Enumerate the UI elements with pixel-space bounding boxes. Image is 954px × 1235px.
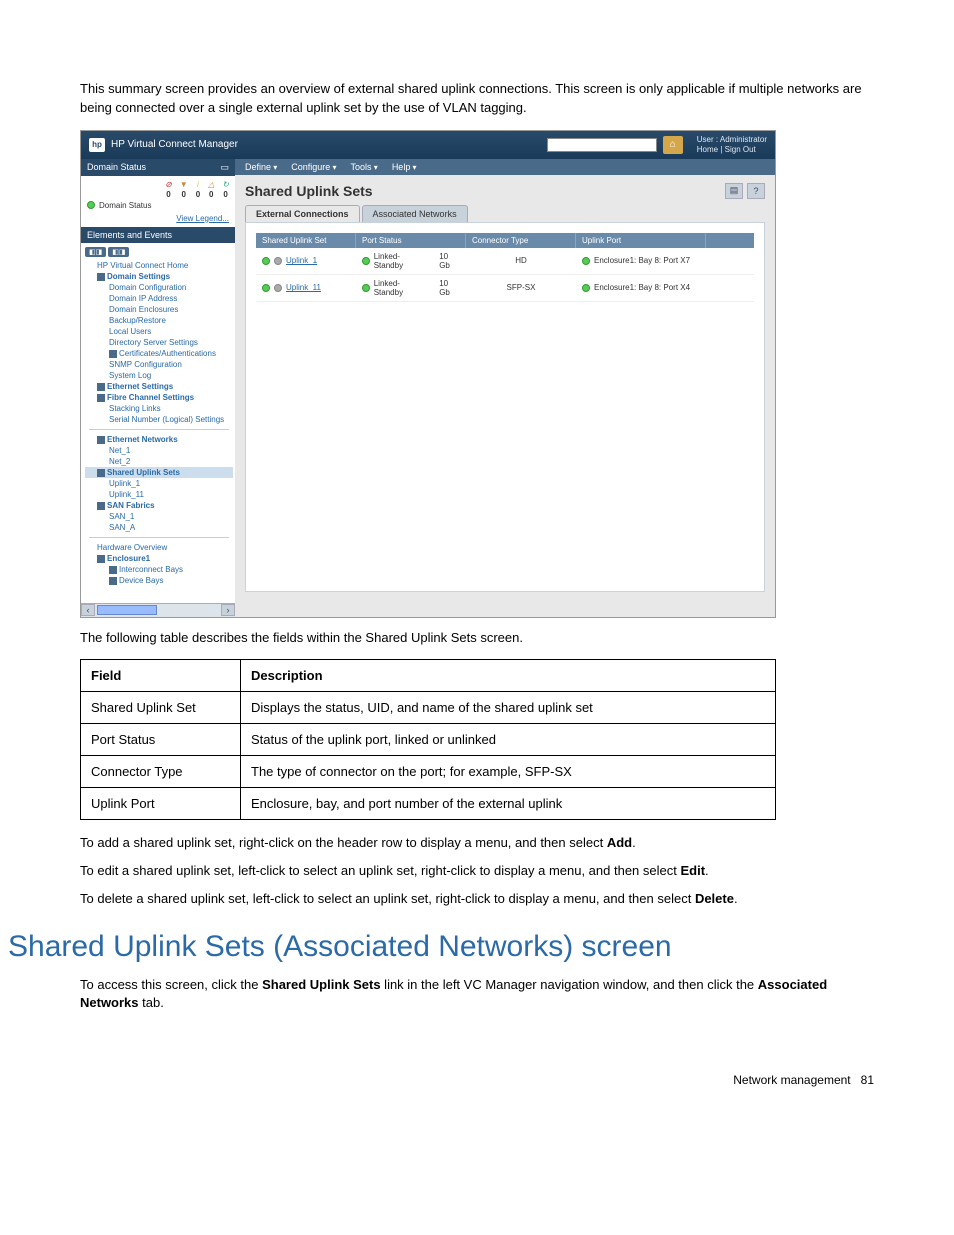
tree-item[interactable]: Net_2 [85,456,233,467]
status-ok-icon [362,284,370,292]
tree-eth-settings[interactable]: Ethernet Settings [85,381,233,392]
th-description: Description [241,659,776,691]
content-panel: Define Configure Tools Help Shared Uplin… [235,159,775,617]
tree-item[interactable]: SNMP Configuration [85,359,233,370]
collapse-icon[interactable]: ▭ [220,162,229,173]
domain-status-body: ⊘0 ▼0 i0 △0 ↻0 Domain Status [81,176,235,212]
scroll-right-icon[interactable]: › [221,604,235,616]
home-icon[interactable]: ⌂ [663,136,683,154]
tree-hw-overview[interactable]: Hardware Overview [85,542,233,553]
help-icon[interactable]: ? [747,183,765,199]
tree-item[interactable]: Uplink_1 [85,478,233,489]
intro-paragraph: This summary screen provides an overview… [80,80,874,118]
menu-help[interactable]: Help [392,162,417,172]
content-title: Shared Uplink Sets [245,183,373,199]
horizontal-scrollbar[interactable]: ‹ › [81,603,235,617]
left-panel: Domain Status▭ ⊘0 ▼0 i0 △0 ↻0 Domain Sta… [81,159,235,617]
print-icon[interactable]: ▤ [725,183,743,199]
uplink-link[interactable]: Uplink_1 [286,256,317,265]
section-heading: Shared Uplink Sets (Associated Networks)… [8,930,874,964]
tree-item[interactable]: Domain IP Address [85,293,233,304]
tree-vc-home[interactable]: HP Virtual Connect Home [85,260,233,271]
menu-configure[interactable]: Configure [291,162,336,172]
tree-item[interactable]: Local Users [85,326,233,337]
th-field: Field [81,659,241,691]
table-row[interactable]: Uplink_1 Linked-Standby 10 Gb HD Enclosu… [256,248,754,275]
tab-associated-networks[interactable]: Associated Networks [362,205,468,222]
menu-bar: Define Configure Tools Help [235,159,775,175]
tree-item[interactable]: Directory Server Settings [85,337,233,348]
menu-tools[interactable]: Tools [351,162,378,172]
tree-tab[interactable]: ◧◨ [85,247,106,257]
table-intro: The following table describes the fields… [80,630,874,645]
tree-item[interactable]: Net_1 [85,445,233,456]
status-ok-icon [582,284,590,292]
tree-item[interactable]: System Log [85,370,233,381]
home-link[interactable]: Home [697,145,718,154]
closing-paragraph: To access this screen, click the Shared … [80,976,874,1012]
tree-item[interactable]: Domain Configuration [85,282,233,293]
uid-icon [274,257,282,265]
tree-item[interactable]: Uplink_11 [85,489,233,500]
tree-item[interactable]: Backup/Restore [85,315,233,326]
status-ok-icon [582,257,590,265]
nav-tree: ◧◨◧◨ HP Virtual Connect Home Domain Sett… [81,243,235,603]
status-ok-icon [262,284,270,292]
tree-item[interactable]: Interconnect Bays [85,564,233,575]
search-input[interactable] [547,138,657,152]
tree-item[interactable]: SAN_A [85,522,233,533]
tree-san-fabrics[interactable]: SAN Fabrics [85,500,233,511]
table-row[interactable]: Uplink_11 Linked-Standby 10 Gb SFP-SX En… [256,275,754,302]
uplink-link[interactable]: Uplink_11 [286,283,321,292]
field-description-table: Field Description Shared Uplink SetDispl… [80,659,776,820]
grid-header-row[interactable]: Shared Uplink Set Port Status Connector … [256,233,754,248]
signout-link[interactable]: Sign Out [725,145,756,154]
tree-tab[interactable]: ◧◨ [108,247,129,257]
tree-fc-settings[interactable]: Fibre Channel Settings [85,392,233,403]
instruction-delete: To delete a shared uplink set, left-clic… [80,890,874,908]
tree-shared-uplink[interactable]: Shared Uplink Sets [85,467,233,478]
app-title: HP Virtual Connect Manager [111,139,238,150]
status-ok-icon [87,201,95,209]
scroll-left-icon[interactable]: ‹ [81,604,95,616]
uid-icon [274,284,282,292]
title-bar: hp HP Virtual Connect Manager ⌂ User : A… [81,131,775,159]
instruction-add: To add a shared uplink set, right-click … [80,834,874,852]
data-grid: Shared Uplink Set Port Status Connector … [245,222,765,592]
menu-define[interactable]: Define [245,162,277,172]
page-footer: Network management 81 [80,1073,874,1087]
instruction-edit: To edit a shared uplink set, left-click … [80,862,874,880]
tree-enclosure[interactable]: Enclosure1 [85,553,233,564]
view-legend-link[interactable]: View Legend... [81,212,235,227]
tree-domain-settings[interactable]: Domain Settings [85,271,233,282]
tree-eth-networks[interactable]: Ethernet Networks [85,434,233,445]
domain-status-header: Domain Status▭ [81,159,235,176]
tab-external-connections[interactable]: External Connections [245,205,360,222]
app-window: hp HP Virtual Connect Manager ⌂ User : A… [80,130,776,618]
elements-events-header: Elements and Events [81,227,235,243]
tree-item[interactable]: Device Bays [85,575,233,586]
user-info: User : Administrator Home | Sign Out [689,135,767,154]
tree-item[interactable]: SAN_1 [85,511,233,522]
tree-item[interactable]: Domain Enclosures [85,304,233,315]
tree-item[interactable]: Stacking Links [85,403,233,414]
hp-logo-icon: hp [89,138,105,152]
status-ok-icon [262,257,270,265]
tree-item[interactable]: Certificates/Authentications [85,348,233,359]
status-ok-icon [362,257,370,265]
tree-item[interactable]: Serial Number (Logical) Settings [85,414,233,425]
